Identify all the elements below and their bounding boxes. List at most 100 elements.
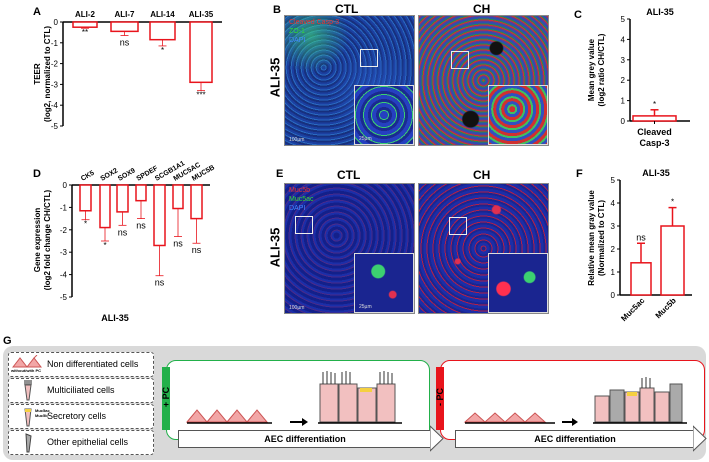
legend-label: Non differentiated cells	[47, 359, 139, 369]
chart-c-category-label: Casp-3	[639, 138, 669, 148]
chart-a-category-label: ALI-35	[189, 10, 214, 19]
panel-label-f: F	[576, 168, 583, 180]
chart-d-xlabel: ALI-35	[101, 313, 129, 323]
chart-f-title: ALI-35	[642, 168, 670, 178]
chart-c-ytick-label: 5	[621, 15, 626, 24]
chart-d-ytick-label: -4	[60, 271, 68, 280]
chart-a-ytick-label: 0	[54, 18, 59, 27]
scale-bar-inset: 25µm	[359, 136, 372, 142]
legend-dapi: DAPI	[289, 37, 306, 44]
panel-label-d: D	[33, 168, 41, 180]
chart-d-bar	[153, 184, 166, 247]
panel-label-b: B	[273, 4, 281, 16]
minus-pc-cells-illustration	[463, 377, 687, 426]
b-ctl-inset: 25µm	[354, 85, 414, 145]
chart-d-bar	[116, 184, 129, 213]
chart-f-ytick-label: 1	[611, 268, 616, 277]
chart-d-bar	[190, 184, 203, 220]
chart-a-significance: **	[82, 28, 88, 37]
legend-multiciliated: Multiciliated cells	[8, 378, 154, 403]
chart-a-ytick-label: -1	[51, 39, 59, 48]
chart-d-significance: ns	[192, 245, 202, 255]
chart-c-category-label: Cleaved	[637, 127, 672, 137]
chart-d-bar	[79, 184, 92, 212]
roi-box	[360, 49, 378, 67]
chart-a-bar	[110, 21, 139, 33]
b-row-label: ALI-35	[267, 57, 283, 98]
chart-f-significance: *	[671, 198, 674, 207]
chart-d-significance: ns	[173, 239, 183, 249]
differentiation-arrow-minus: AEC differentiation	[455, 430, 695, 448]
chart-f-bar	[660, 225, 685, 296]
chart-d-ytick-label: -2	[60, 226, 68, 235]
chart-d-ytick-label: -5	[60, 293, 68, 302]
e-ctl-image: Muc5b Muc5ac DAPI 25µm 100µm	[284, 183, 415, 314]
plus-pc-bar: + PC	[161, 367, 171, 430]
b-col-ctl: CTL	[335, 2, 359, 16]
legend-sub-pc: without/with PC	[11, 368, 41, 373]
chart-a-ytick-label: -5	[51, 122, 59, 131]
legend-label: Secretory cells	[47, 411, 107, 421]
roi-box	[295, 216, 313, 234]
panel-label-a: A	[33, 6, 41, 18]
chart-c-title: ALI-35	[646, 7, 674, 17]
b-col-ch: CH	[473, 2, 491, 16]
e-ch-image	[418, 183, 549, 314]
legend-non-differentiated: without/with PC Non differentiated cells	[8, 352, 154, 377]
roi-box	[451, 51, 469, 69]
chart-a-ytick-label: -3	[51, 80, 59, 89]
chart-c-ytick-label: 1	[621, 97, 626, 106]
e-ctl-inset: 25µm	[354, 253, 414, 313]
legend-other-epithelial: Other epithelial cells	[8, 430, 154, 455]
minus-pc-bar: - PC	[435, 367, 445, 430]
chart-d-ytick-label: -3	[60, 248, 68, 257]
non-differentiated-cell-icon	[12, 355, 43, 368]
differentiation-arrow-plus: AEC differentiation	[178, 430, 432, 448]
e-col-ch: CH	[473, 168, 491, 182]
chart-a-significance: ***	[196, 91, 205, 100]
chart-a-category-label: ALI-7	[115, 10, 136, 19]
chart-f-ytick-label: 4	[611, 199, 616, 208]
legend-sub-muc5b: Muc5b	[35, 413, 48, 418]
chart-d-bar	[135, 184, 147, 202]
chart-a-significance: ns	[120, 38, 130, 48]
chart-f-bar	[630, 262, 652, 296]
chart-a-ytick-label: -2	[51, 60, 59, 69]
legend-dapi: DAPI	[289, 205, 306, 212]
legend-sub-muc5ac: Muc5ac	[35, 408, 50, 413]
legend-muc5b: Muc5b	[289, 187, 311, 194]
legend-casp3: Cleaved Casp-3	[289, 19, 340, 26]
chart-d-significance: *	[84, 220, 87, 229]
e-row-label: ALI-35	[267, 227, 283, 268]
chart-f-ytick-label: 0	[611, 291, 616, 300]
roi-box	[449, 217, 467, 235]
scale-bar: 100µm	[289, 305, 305, 311]
legend-label: Other epithelial cells	[47, 437, 129, 447]
minus-pc-label: - PC	[435, 388, 445, 406]
chart-f-ytick-label: 3	[611, 222, 616, 231]
chart-f-significance: ns	[636, 232, 646, 242]
chart-f-ylabel: Relative mean gray value(Normalized to C…	[587, 190, 606, 286]
b-ch-image	[418, 15, 549, 146]
chart-c-ytick-label: 4	[621, 35, 626, 44]
chart-d-category-label: SOX9	[117, 167, 137, 182]
chart-f-ytick-label: 5	[611, 176, 616, 185]
chart-c-ytick-label: 0	[621, 117, 626, 126]
chart-d-significance: ns	[136, 221, 146, 231]
secretory-cell-icon	[24, 408, 32, 427]
e-ch-inset	[488, 253, 548, 313]
chart-a-ytick-label: -4	[51, 101, 59, 110]
chart-a-significance: *	[161, 46, 164, 55]
multiciliated-cell-icon	[24, 380, 32, 401]
plus-pc-label: + PC	[161, 386, 171, 408]
chart-a-ylabel: TEER(log2, normalized to CTL)	[33, 26, 52, 122]
arrow-head-icon	[430, 425, 444, 452]
chart-a-category-label: ALI-2	[75, 10, 96, 19]
panel-label-g: G	[3, 335, 12, 347]
chart-c-bar	[632, 115, 677, 122]
chart-d-significance: *	[103, 241, 106, 250]
scale-bar: 100µm	[289, 137, 305, 143]
arrow-head-icon	[693, 425, 707, 452]
panel-label-c: C	[574, 9, 582, 21]
